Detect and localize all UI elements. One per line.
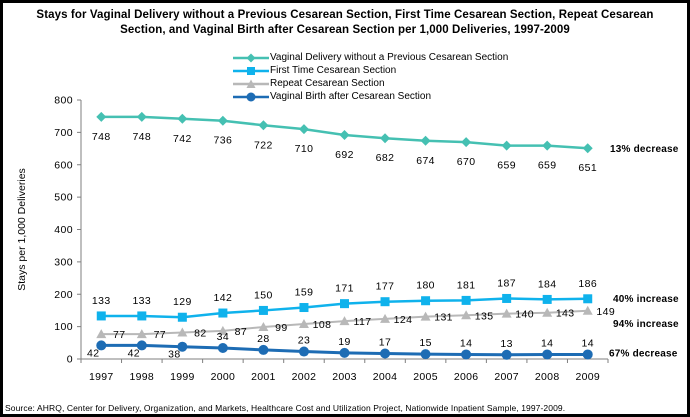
svg-text:300: 300 — [54, 256, 73, 268]
svg-text:108: 108 — [313, 319, 332, 331]
svg-text:2007: 2007 — [494, 371, 519, 383]
legend-item: Vaginal Birth after Cesarean Section — [232, 90, 508, 103]
svg-text:2002: 2002 — [292, 371, 317, 383]
svg-text:1999: 1999 — [170, 371, 195, 383]
svg-text:13% decrease: 13% decrease — [610, 144, 679, 155]
svg-text:Stays per 1,000 Deliveries: Stays per 1,000 Deliveries — [16, 168, 28, 291]
svg-text:133: 133 — [92, 295, 111, 307]
svg-text:200: 200 — [54, 289, 73, 301]
svg-text:1998: 1998 — [130, 371, 155, 383]
svg-text:0: 0 — [67, 354, 73, 366]
legend-item: Vaginal Delivery without a Previous Cesa… — [232, 51, 508, 64]
svg-text:133: 133 — [132, 295, 151, 307]
svg-text:117: 117 — [354, 316, 372, 328]
svg-text:2000: 2000 — [211, 371, 236, 383]
svg-text:23: 23 — [298, 335, 310, 347]
svg-text:500: 500 — [54, 192, 73, 204]
svg-text:14: 14 — [460, 337, 472, 349]
svg-text:742: 742 — [173, 133, 192, 145]
svg-text:180: 180 — [416, 280, 435, 292]
svg-text:34: 34 — [217, 331, 229, 343]
svg-text:682: 682 — [376, 152, 395, 164]
chart-title: Stays for Vaginal Delivery without a Pre… — [36, 9, 654, 36]
svg-text:651: 651 — [578, 162, 597, 174]
svg-text:171: 171 — [335, 283, 354, 295]
legend-label: Vaginal Birth after Cesarean Section — [270, 91, 432, 102]
svg-text:42: 42 — [87, 347, 99, 359]
svg-text:135: 135 — [475, 310, 494, 322]
svg-text:722: 722 — [254, 139, 273, 151]
svg-text:177: 177 — [376, 281, 395, 293]
svg-text:87: 87 — [235, 326, 247, 338]
svg-text:736: 736 — [214, 135, 233, 147]
svg-text:140: 140 — [515, 309, 534, 321]
svg-text:2003: 2003 — [332, 371, 357, 383]
diamond-legend-marker-icon — [233, 53, 269, 62]
svg-text:15: 15 — [419, 337, 431, 349]
svg-text:143: 143 — [556, 308, 575, 320]
svg-text:159: 159 — [295, 287, 314, 299]
svg-text:40% increase: 40% increase — [613, 294, 679, 305]
svg-text:2004: 2004 — [373, 371, 398, 383]
svg-text:77: 77 — [113, 329, 125, 341]
svg-text:38: 38 — [168, 349, 180, 361]
svg-text:600: 600 — [54, 159, 73, 171]
svg-text:149: 149 — [596, 306, 615, 318]
svg-text:28: 28 — [257, 333, 269, 345]
svg-text:181: 181 — [457, 279, 476, 291]
legend-label: Repeat Cesarean Section — [270, 78, 385, 89]
svg-text:67% decrease: 67% decrease — [609, 348, 678, 359]
svg-text:2006: 2006 — [454, 371, 479, 383]
svg-text:700: 700 — [54, 127, 73, 139]
triangle-legend-marker-icon — [233, 79, 269, 88]
legend-item: First Time Cesarean Section — [232, 64, 508, 77]
svg-text:2008: 2008 — [535, 371, 560, 383]
svg-text:659: 659 — [538, 160, 557, 172]
svg-text:124: 124 — [394, 314, 413, 326]
svg-text:131: 131 — [434, 312, 453, 324]
svg-text:94% increase: 94% increase — [613, 319, 679, 330]
svg-text:800: 800 — [54, 95, 73, 107]
svg-text:14: 14 — [541, 337, 553, 349]
circle-legend-marker-icon — [233, 92, 269, 101]
svg-text:748: 748 — [132, 131, 151, 143]
svg-text:42: 42 — [128, 347, 140, 359]
svg-text:186: 186 — [578, 278, 597, 290]
svg-text:400: 400 — [54, 224, 73, 236]
svg-text:99: 99 — [275, 322, 287, 334]
svg-text:19: 19 — [338, 336, 350, 348]
svg-text:14: 14 — [581, 337, 593, 349]
svg-text:129: 129 — [173, 296, 192, 308]
svg-text:710: 710 — [295, 143, 314, 155]
svg-text:150: 150 — [254, 289, 273, 301]
source-note: Source: AHRQ, Center for Delivery, Organ… — [5, 403, 566, 413]
svg-text:692: 692 — [335, 149, 354, 161]
svg-text:748: 748 — [92, 131, 111, 143]
svg-text:77: 77 — [154, 329, 166, 341]
svg-text:2005: 2005 — [413, 371, 438, 383]
legend-item: Repeat Cesarean Section — [232, 77, 508, 90]
svg-text:184: 184 — [538, 278, 557, 290]
legend-label: First Time Cesarean Section — [270, 65, 397, 76]
svg-text:2009: 2009 — [575, 371, 600, 383]
square-legend-marker-icon — [233, 66, 269, 75]
svg-text:2001: 2001 — [251, 371, 276, 383]
svg-text:670: 670 — [457, 156, 476, 168]
svg-text:659: 659 — [497, 160, 516, 172]
svg-text:82: 82 — [194, 327, 206, 339]
legend-label: Vaginal Delivery without a Previous Cesa… — [270, 52, 509, 63]
svg-text:100: 100 — [54, 321, 73, 333]
svg-text:142: 142 — [214, 292, 233, 304]
legend: Vaginal Delivery without a Previous Cesa… — [232, 51, 508, 103]
svg-text:187: 187 — [497, 277, 516, 289]
svg-text:13: 13 — [500, 338, 512, 350]
svg-text:17: 17 — [379, 336, 391, 348]
svg-text:1997: 1997 — [89, 371, 114, 383]
svg-text:674: 674 — [416, 155, 435, 167]
